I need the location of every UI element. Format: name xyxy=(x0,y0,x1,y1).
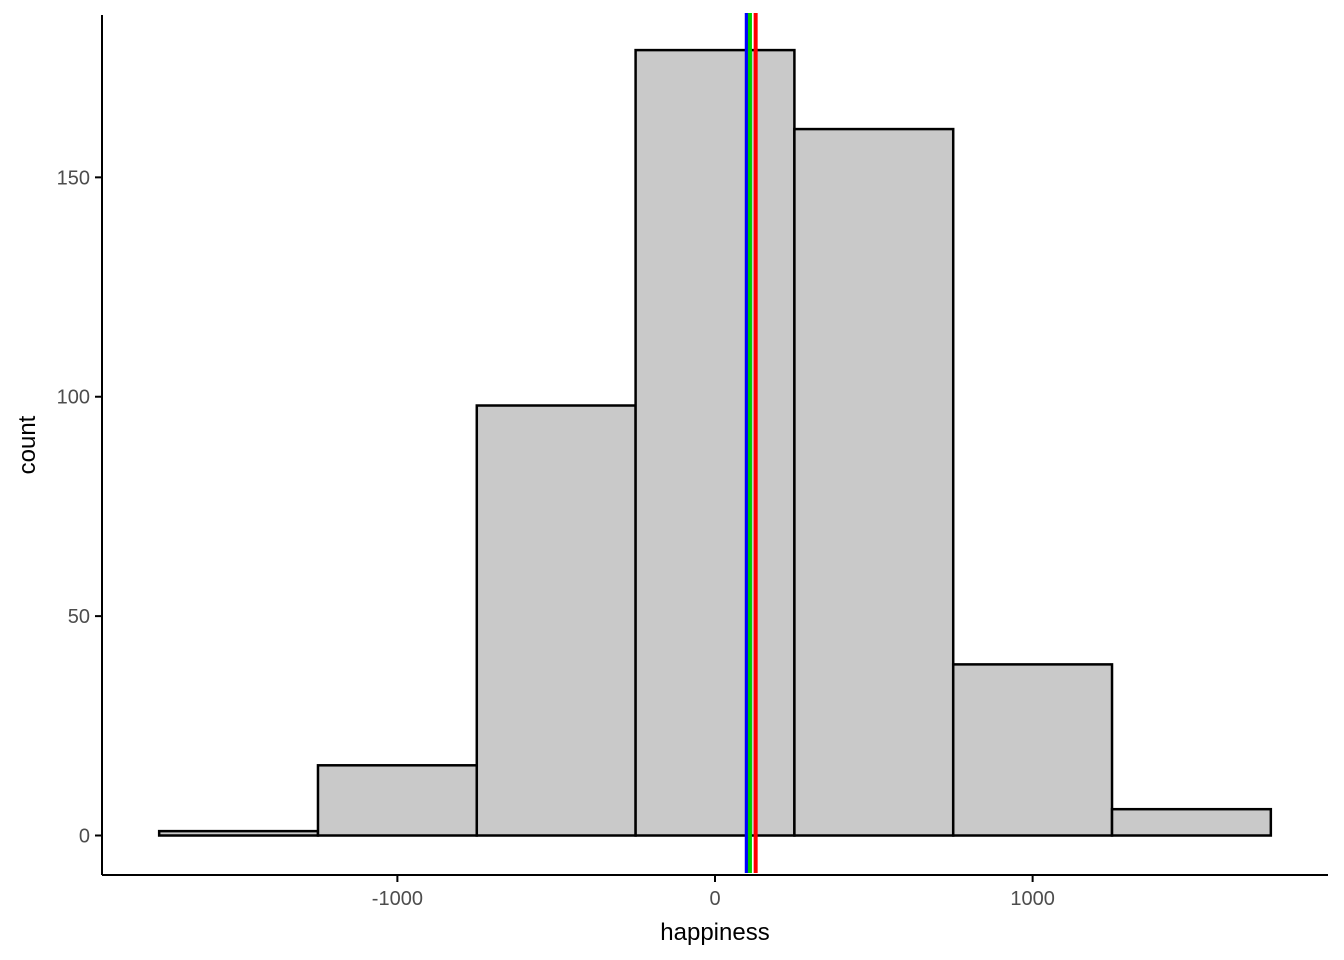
x-tick-label: -1000 xyxy=(372,888,423,910)
reference-lines xyxy=(744,13,758,873)
histogram-bars xyxy=(157,48,1273,837)
y-tick-label: 150 xyxy=(57,167,90,189)
y-axis-ticks: 0 50 100 150 xyxy=(57,167,102,848)
y-axis-title: count xyxy=(14,415,41,474)
histogram-bar-3 xyxy=(475,404,637,837)
y-tick-label: 100 xyxy=(57,387,90,409)
histogram-bar-7 xyxy=(1110,807,1273,837)
histogram-bar-1 xyxy=(157,829,320,837)
histogram-bar-2 xyxy=(316,764,479,837)
x-axis-title: happiness xyxy=(660,919,769,946)
x-tick-label: 1000 xyxy=(1010,888,1055,910)
y-tick-label: 50 xyxy=(68,606,90,628)
histogram-bar-4 xyxy=(634,48,796,837)
histogram-bar-5 xyxy=(793,127,955,837)
x-axis-ticks: -1000 0 1000 xyxy=(372,875,1055,910)
y-tick-label: 0 xyxy=(79,826,90,848)
x-tick-label: 0 xyxy=(709,888,720,910)
histogram-bar-6 xyxy=(951,663,1114,837)
